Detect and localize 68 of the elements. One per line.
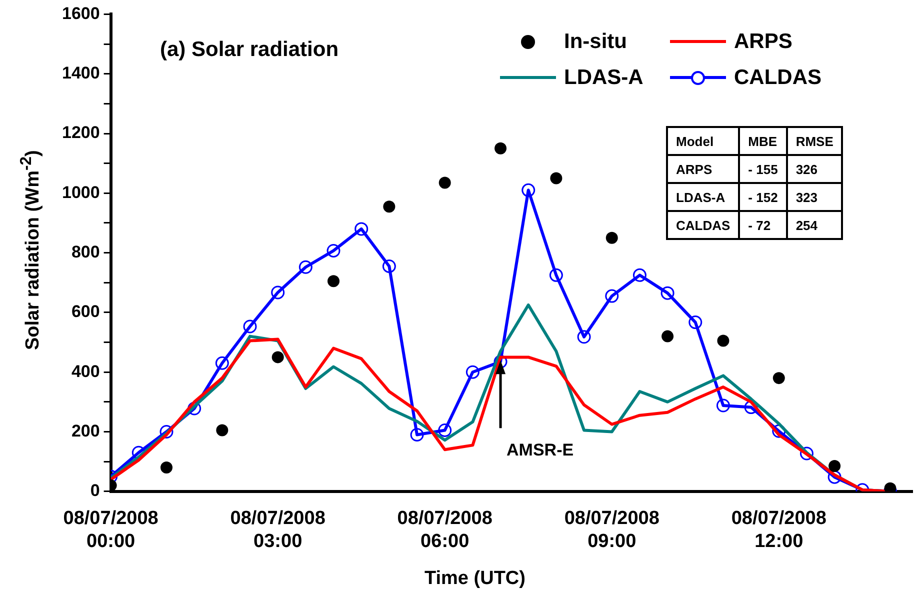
x-tick-label: 08/07/2008 00:00 [63, 508, 158, 552]
annotation: Model [667, 127, 740, 155]
legend-label: CALDAS [734, 66, 822, 90]
y-tick-label: 600 [71, 302, 100, 322]
y-tick-label: 1000 [62, 182, 100, 202]
point [383, 200, 396, 213]
point [466, 365, 480, 379]
y-tick-label: 1600 [62, 4, 100, 23]
point [410, 428, 424, 442]
legend-label: LDAS-A [564, 66, 644, 90]
point [577, 330, 591, 344]
point [243, 320, 257, 334]
y-tick-label: 800 [71, 242, 100, 262]
point [828, 460, 841, 472]
point [717, 334, 730, 347]
point [606, 232, 618, 244]
point [216, 424, 228, 436]
x-tick-label: 08/07/2008 09:00 [564, 508, 660, 552]
point [272, 351, 284, 364]
point [494, 142, 507, 154]
annotation: CALDAS [667, 211, 740, 239]
point [662, 330, 674, 342]
legend-label: ARPS [734, 30, 792, 54]
annotation: AMSR-E [506, 440, 574, 460]
legend-label: In-situ [564, 30, 627, 54]
annotation: 323 [786, 183, 842, 211]
annotation: 254 [786, 211, 842, 239]
point [298, 260, 312, 274]
point [160, 462, 172, 474]
point [271, 286, 285, 300]
x-tick-label: 08/07/2008 06:00 [397, 508, 492, 552]
point [160, 425, 174, 438]
point [550, 172, 562, 184]
point [326, 244, 340, 258]
point [632, 268, 646, 282]
annotation: - 155 [739, 155, 787, 183]
point [188, 402, 202, 416]
x-axis-title: Time (UTC) [424, 568, 526, 590]
annotation: 326 [786, 155, 842, 183]
annotation: ARPS [667, 155, 740, 183]
y-tick-label: 1400 [62, 64, 100, 83]
y-tick-label: 400 [71, 362, 100, 381]
x-tick-label: 08/07/2008 12:00 [731, 508, 826, 552]
point [800, 446, 814, 460]
point [828, 470, 842, 484]
annotation: LDAS-A [667, 183, 740, 211]
point [716, 398, 730, 412]
y-tick-label: 200 [71, 421, 100, 440]
point [660, 286, 674, 300]
point [382, 259, 396, 273]
point [354, 222, 368, 236]
point [438, 424, 452, 438]
point [215, 356, 229, 370]
x-tick-label: 08/07/2008 03:00 [230, 508, 326, 552]
point [549, 268, 563, 282]
annotation: MBE [739, 127, 787, 155]
point [772, 372, 785, 384]
annotation: - 72 [739, 211, 787, 239]
annotation: - 152 [739, 183, 787, 211]
point [328, 275, 340, 288]
point [688, 316, 702, 330]
point [605, 289, 619, 303]
point [438, 176, 451, 189]
y-tick-label: 1200 [62, 123, 100, 142]
y-tick-label: 0 [90, 481, 100, 500]
annotation: RMSE [786, 127, 842, 155]
text: (a) Solar radiation [160, 38, 339, 62]
point [522, 183, 536, 197]
